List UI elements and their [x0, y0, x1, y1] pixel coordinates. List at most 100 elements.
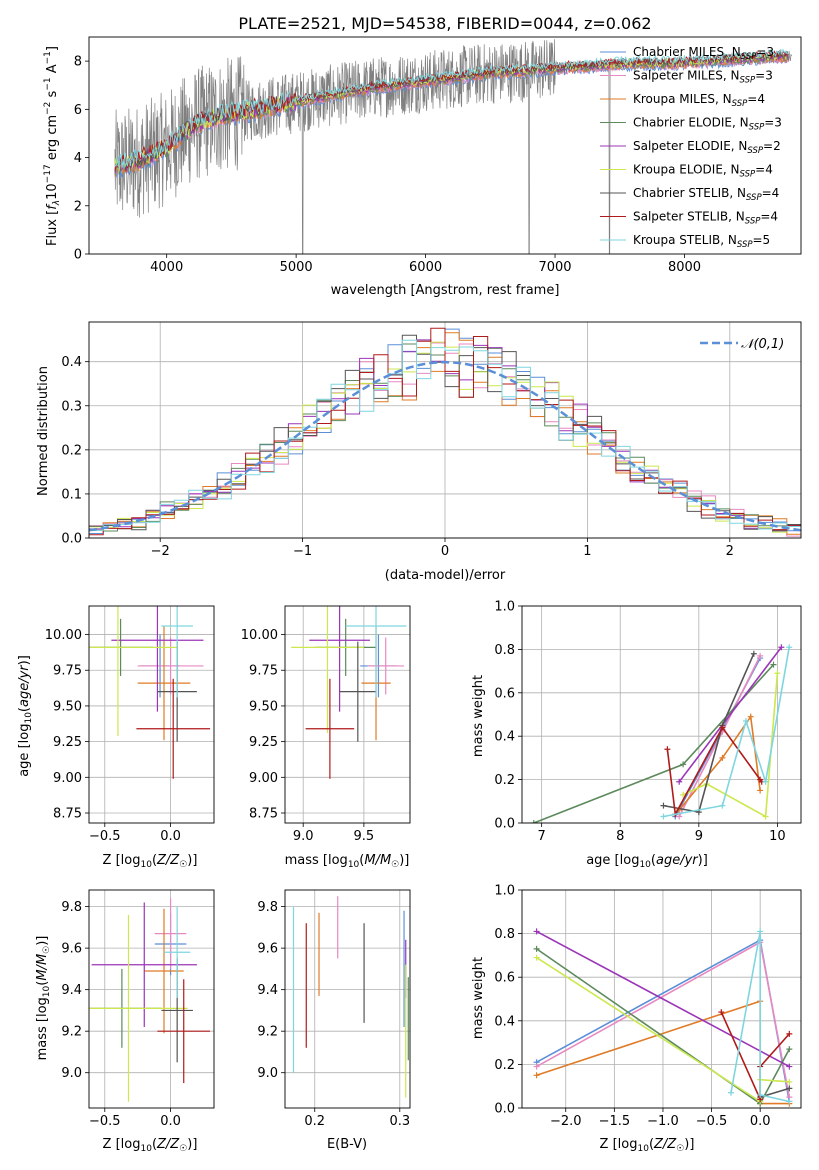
axes-frame [88, 889, 215, 1109]
weight-marker-kroupa_stelib [762, 778, 769, 785]
age-Z-ylabel: age [log10(age/yr)] [17, 655, 34, 777]
y-tick-label: 0.2 [494, 773, 515, 788]
weight-marker-kroupa_stelib [660, 813, 667, 820]
x-tick-label: 2 [726, 544, 734, 559]
weight-marker-kroupa_elodie [533, 954, 540, 961]
y-tick-label: 9.50 [53, 699, 82, 714]
model-line-kroupa_stelib [114, 48, 789, 169]
y-tick-label: 9.0 [61, 1066, 82, 1081]
axes-frame [521, 605, 802, 824]
weight-marker-kroupa_stelib [757, 928, 764, 935]
y-tick-label: 8 [74, 55, 82, 70]
weight-marker-chabrier_stelib [750, 650, 757, 657]
y-tick-label: 9.75 [53, 664, 82, 679]
weight-marker-chabrier_elodie [533, 945, 540, 952]
axes-frame [88, 36, 802, 255]
weight-marker-chabrier_elodie [786, 1046, 793, 1053]
axes-frame [521, 889, 802, 1109]
mass-vs-Z-panel: −0.5 0.0 9.0 9.2 9.4 9.6 9.8 [61, 889, 215, 1129]
age-vs-mass-panel: 9.0 9.5 8.75 9.00 9.25 9.50 9.75 10.00 [241, 605, 411, 844]
x-tick-label: 4000 [150, 260, 183, 275]
errorbar-group [291, 606, 407, 779]
y-tick-label: 9.6 [61, 942, 82, 957]
weight-line-kroupa_miles [678, 714, 761, 811]
weight-marker-kroupa_stelib [786, 1098, 793, 1105]
y-tick-label: 9.0 [257, 1066, 278, 1081]
legend-label-chabrier_miles: Chabrier MILES, NSSP=3 [633, 45, 774, 62]
residuals-xlabel: (data-model)/error [385, 568, 506, 583]
weight-marker-salpeter_stelib [719, 724, 726, 731]
x-tick-label: 7000 [538, 260, 571, 275]
y-tick-label: 0.0 [494, 1102, 515, 1117]
x-tick-label: 1 [583, 544, 591, 559]
x-tick-label: 5000 [280, 260, 313, 275]
errorbar-group [89, 606, 211, 779]
legend-label-kroupa_miles: Kroupa MILES, NSSP=4 [633, 92, 765, 109]
y-tick-label: 9.8 [61, 900, 82, 915]
y-tick-label: 9.00 [53, 771, 82, 786]
y-tick-label: 9.8 [257, 900, 278, 915]
weight-marker-kroupa_elodie [774, 670, 781, 677]
weight-marker-salpeter_elodie [778, 644, 785, 651]
weight-age-xlabel: age [log10(age/yr)] [586, 853, 708, 870]
weight-marker-kroupa_stelib [742, 718, 749, 725]
x-tick-label: 0.2 [304, 1114, 325, 1129]
weight-marker-salpeter_elodie [533, 928, 540, 935]
spectrum-xlabel: wavelength [Angstrom, rest frame] [331, 283, 560, 298]
y-tick-label: 10.00 [241, 628, 278, 643]
weight-marker-salpeter_miles [757, 652, 764, 659]
spectrum-ylabel: Flux [fλ10−17 erg cm−2 s−1 A−1] [43, 46, 62, 246]
model-line-chabrier_stelib [114, 51, 789, 171]
age-Z-xlabel: Z [log10(Z/Z☉)] [103, 853, 198, 870]
errorbar-group [292, 896, 409, 1098]
x-tick-label: 10 [769, 829, 786, 844]
y-tick-label: 0.6 [494, 971, 515, 986]
x-tick-label: 0.0 [160, 1114, 181, 1129]
weight-marker-kroupa_stelib [728, 1089, 735, 1096]
axes-frame [284, 605, 411, 824]
weight-marker-kroupa_miles [757, 787, 764, 794]
y-tick-label: 0.4 [494, 1014, 515, 1029]
x-tick-label: 0 [441, 544, 449, 559]
spectrum-lines [114, 39, 792, 254]
x-tick-label: 6000 [409, 260, 442, 275]
y-tick-label: 9.25 [53, 735, 82, 750]
y-tick-label: 0.2 [494, 1058, 515, 1073]
y-tick-label: 9.50 [249, 699, 278, 714]
y-tick-label: 0.4 [61, 355, 82, 370]
y-tick-label: 0.2 [61, 443, 82, 458]
x-tick-label: −1.0 [647, 1114, 679, 1129]
axes-frame [88, 605, 215, 824]
y-tick-label: 1.0 [494, 884, 515, 899]
y-tick-label: 9.00 [249, 771, 278, 786]
spectrum-legend: Chabrier MILES, NSSP=3 Salpeter MILES, NS… [600, 45, 782, 250]
age-vs-Z-panel: −0.5 0.0 8.75 9.00 9.25 9.50 9.75 10.00 [45, 605, 215, 844]
legend-label-salpeter_miles: Salpeter MILES, NSSP=3 [633, 69, 773, 86]
weight-marker-chabrier_elodie [680, 761, 687, 768]
x-tick-label: −0.5 [89, 1114, 121, 1129]
gaussian-curve [89, 360, 801, 532]
y-tick-label: 0.4 [494, 730, 515, 745]
y-tick-label: 9.2 [61, 1025, 82, 1040]
y-tick-label: 9.4 [61, 983, 82, 998]
y-tick-label: 0.3 [61, 399, 82, 414]
weight-marker-salpeter_elodie [676, 778, 683, 785]
y-tick-label: 4 [74, 151, 82, 166]
weight-age-ylabel: mass weight [471, 675, 486, 757]
x-tick-label: 9 [695, 829, 703, 844]
weight-vs-Z-panel: −2.0 −1.5 −1.0 −0.5 0.0 0.0 0.2 0.4 0.6 0.8 1.0 [494, 884, 802, 1129]
weight-lines [533, 928, 793, 1107]
weight-line-salpeter_elodie [678, 646, 783, 783]
y-tick-label: 1.0 [494, 600, 515, 615]
weight-marker-salpeter_miles [676, 813, 683, 820]
weight-marker-chabrier_elodie [530, 820, 537, 823]
mass-Z-xlabel: Z [log10(Z/Z☉)] [103, 1137, 198, 1154]
y-tick-label: 0.0 [494, 817, 515, 832]
histogram-group [89, 327, 801, 537]
mass-ebv-xlabel: E(B-V) [327, 1137, 367, 1152]
legend-label-chabrier_stelib: Chabrier STELIB, NSSP=4 [633, 186, 779, 203]
y-tick-label: 9.25 [249, 735, 278, 750]
weight-vs-age-panel: 7 8 9 10 0.0 0.2 0.4 0.6 0.8 1.0 [494, 600, 802, 844]
residuals-ylabel: Normed distribution [36, 366, 51, 496]
